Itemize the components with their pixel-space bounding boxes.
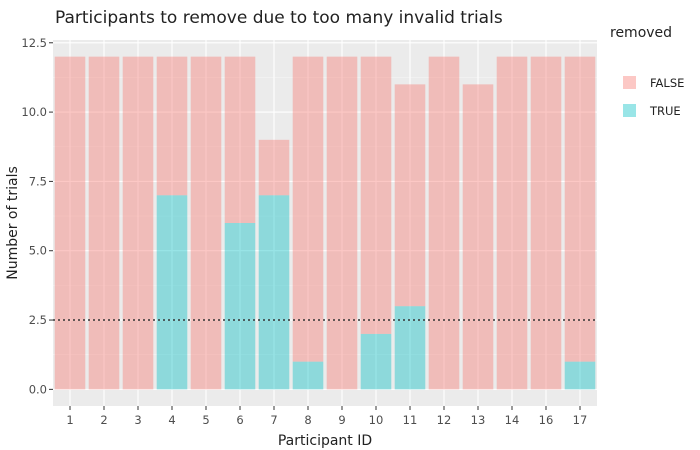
bar-5-false: [190, 56, 222, 390]
bar-9-false: [326, 56, 358, 390]
bar-7-true: [258, 195, 290, 390]
x-tick-label: 9: [338, 413, 345, 427]
x-tick-label: 16: [539, 413, 554, 427]
y-tick-label: 0.0: [29, 382, 47, 396]
legend-title: removed: [610, 25, 672, 41]
bar-7-false: [258, 139, 290, 196]
y-tick-label: 5.0: [29, 244, 47, 258]
bar-2-false: [88, 56, 120, 390]
legend: removed FALSE TRUE: [610, 25, 684, 118]
x-axis-ticks: 1 2 3 4 5 6 7 8 9 10 11 12 13 14 16 17: [66, 406, 587, 427]
bar-4-false: [156, 56, 188, 196]
x-tick-label: 17: [573, 413, 588, 427]
bars: [54, 56, 596, 390]
bar-17-true: [564, 361, 596, 390]
x-tick-label: 7: [270, 413, 277, 427]
x-tick-label: 10: [369, 413, 384, 427]
minor-gridlines: [53, 77, 597, 356]
bar-3-false: [122, 56, 154, 390]
x-tick-label: 14: [505, 413, 520, 427]
chart-title: Participants to remove due to too many i…: [55, 8, 503, 28]
bar-10-true: [360, 333, 392, 390]
legend-swatch-true: [623, 104, 636, 117]
y-tick-label: 10.0: [21, 105, 47, 119]
plot-background: [53, 40, 597, 406]
bar-1-false: [54, 56, 86, 390]
y-tick-label: 7.5: [29, 174, 47, 188]
y-axis-label: Number of trials: [5, 166, 21, 280]
bar-14-false: [496, 56, 528, 390]
major-gridlines: [53, 40, 597, 406]
bar-11-false: [394, 84, 426, 307]
x-axis-label: Participant ID: [278, 433, 372, 449]
bar-6-false: [224, 56, 256, 223]
bar-11-true: [394, 306, 426, 390]
x-tick-label: 6: [236, 413, 243, 427]
bar-16-false: [530, 56, 562, 390]
y-tick-label: 2.5: [29, 313, 47, 327]
legend-label-true: TRUE: [649, 104, 681, 118]
bar-6-true: [224, 223, 256, 390]
bar-10-false: [360, 56, 392, 334]
y-axis-ticks: 0.0 2.5 5.0 7.5 10.0 12.5: [21, 36, 53, 396]
x-tick-label: 11: [403, 413, 418, 427]
bar-8-true: [292, 361, 324, 390]
legend-swatch-false: [623, 76, 636, 89]
bar-13-false: [462, 84, 494, 390]
x-tick-label: 12: [437, 413, 452, 427]
x-tick-label: 3: [134, 413, 141, 427]
x-tick-label: 13: [471, 413, 486, 427]
bar-4-true: [156, 195, 188, 390]
legend-label-false: FALSE: [650, 76, 684, 90]
bar-8-false: [292, 56, 324, 362]
x-tick-label: 4: [168, 413, 175, 427]
y-tick-label: 12.5: [21, 36, 47, 50]
bar-12-false: [428, 56, 460, 390]
x-tick-label: 2: [100, 413, 107, 427]
bar-17-false: [564, 56, 596, 362]
x-tick-label: 1: [66, 413, 73, 427]
x-tick-label: 8: [304, 413, 311, 427]
x-tick-label: 5: [202, 413, 209, 427]
